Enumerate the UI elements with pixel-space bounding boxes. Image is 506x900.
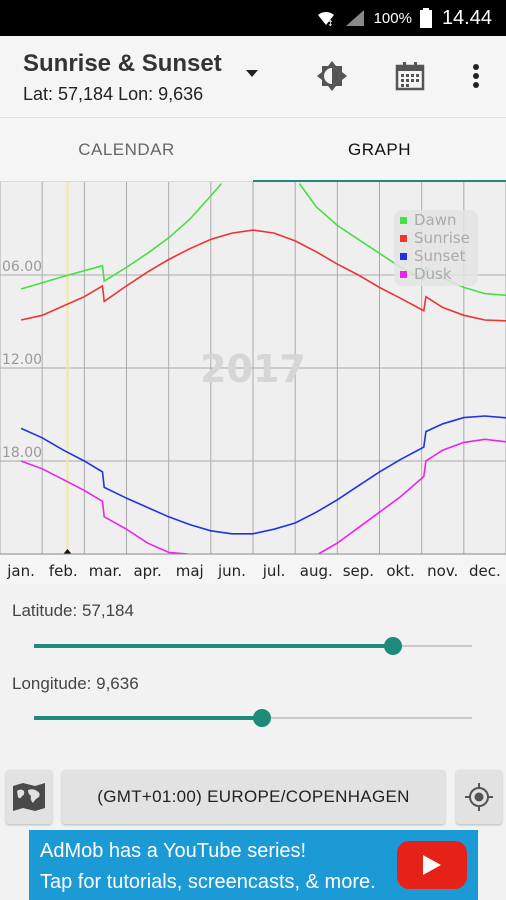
- legend-label: Sunset: [414, 247, 466, 265]
- series-dusk-line: [318, 438, 506, 555]
- x-tick-label: sep.: [343, 562, 374, 580]
- x-axis-strip: [0, 554, 506, 584]
- y-tick-label: 12.00: [2, 352, 42, 368]
- x-tick-label: mar.: [89, 562, 122, 580]
- my-location-button[interactable]: [456, 770, 502, 824]
- x-tick-label: jan.: [6, 562, 35, 580]
- brightness-button[interactable]: [312, 56, 352, 96]
- series-dusk-line: [20, 460, 188, 555]
- signal-icon: [345, 10, 364, 26]
- more-vert-icon: [473, 64, 479, 88]
- x-tick-label: jul.: [262, 562, 286, 580]
- status-bar: ↕ 100% 14.44: [0, 0, 506, 36]
- timezone-row: (GMT+01:00) EUROPE/COPENHAGEN: [0, 770, 506, 824]
- series-sunset-line: [20, 415, 506, 535]
- latitude-thumb[interactable]: [384, 637, 403, 655]
- dropdown-arrow-icon[interactable]: [246, 70, 258, 77]
- calendar-icon: [395, 62, 425, 91]
- legend-label: Sunrise: [414, 229, 470, 247]
- wifi-icon: ↕: [317, 11, 334, 27]
- series-sunrise-line: [20, 229, 506, 322]
- x-tick-label: okt.: [386, 562, 415, 580]
- y-tick-label: 06.00: [2, 259, 42, 275]
- longitude-label: Longitude: 9,636: [12, 674, 139, 693]
- year-watermark: 2017: [200, 347, 306, 391]
- latitude-fill: [34, 644, 394, 648]
- ad-line-1: AdMob has a YouTube series!: [40, 840, 307, 862]
- legend-box: [394, 210, 478, 286]
- battery-percent: 100%: [373, 9, 412, 27]
- longitude-fill: [34, 716, 262, 720]
- x-tick-label: dec.: [469, 562, 501, 580]
- x-tick-label: jun.: [217, 562, 246, 580]
- world-map-icon: [13, 783, 45, 811]
- x-tick-label: maj: [176, 562, 204, 580]
- timezone-button[interactable]: (GMT+01:00) EUROPE/COPENHAGEN: [62, 770, 445, 824]
- x-tick-label: feb.: [49, 562, 78, 580]
- latitude-slider[interactable]: [34, 634, 472, 658]
- tab-calendar[interactable]: CALENDAR: [78, 140, 175, 159]
- ad-banner[interactable]: AdMob has a YouTube series! Tap for tuto…: [29, 830, 478, 900]
- more-options-button[interactable]: [456, 56, 496, 96]
- longitude-slider[interactable]: [34, 706, 472, 730]
- x-tick-label: aug.: [300, 562, 333, 580]
- legend-swatch: [400, 271, 407, 278]
- svg-text:↕: ↕: [327, 19, 334, 27]
- gps-crosshair-icon: [465, 783, 493, 811]
- tab-graph[interactable]: GRAPH: [253, 118, 506, 183]
- longitude-thumb[interactable]: [252, 709, 271, 727]
- clock: 14.44: [441, 6, 492, 29]
- brightness-icon: [317, 61, 347, 91]
- x-tick-label: nov.: [427, 562, 458, 580]
- map-button[interactable]: [6, 770, 52, 824]
- calendar-button[interactable]: [390, 56, 430, 96]
- legend-swatch: [400, 235, 407, 242]
- legend-swatch: [400, 253, 407, 260]
- battery-icon: [419, 8, 432, 28]
- sun-graph[interactable]: 06.00 12.00 18.00 2017 jan. feb. mar. apr. maj ju…: [0, 182, 506, 584]
- ad-line-2: Tap for tutorials, screencasts, & more.: [40, 871, 376, 893]
- legend-swatch: [400, 217, 407, 224]
- series-dawn-line: [20, 183, 223, 290]
- app-bar: Sunrise & Sunset Lat: 57,184 Lon: 9,636: [0, 36, 506, 118]
- legend-label: Dawn: [414, 211, 457, 229]
- location-subtitle[interactable]: Lat: 57,184 Lon: 9,636: [23, 84, 204, 104]
- app-title[interactable]: Sunrise & Sunset: [23, 50, 222, 77]
- x-tick-label: apr.: [133, 562, 161, 580]
- youtube-logo-icon: [397, 841, 467, 889]
- latitude-label: Latitude: 57,184: [12, 601, 134, 620]
- y-tick-label: 18.00: [2, 445, 42, 461]
- tab-bar: CALENDAR GRAPH: [0, 118, 506, 183]
- legend-label: Dusk: [414, 265, 452, 283]
